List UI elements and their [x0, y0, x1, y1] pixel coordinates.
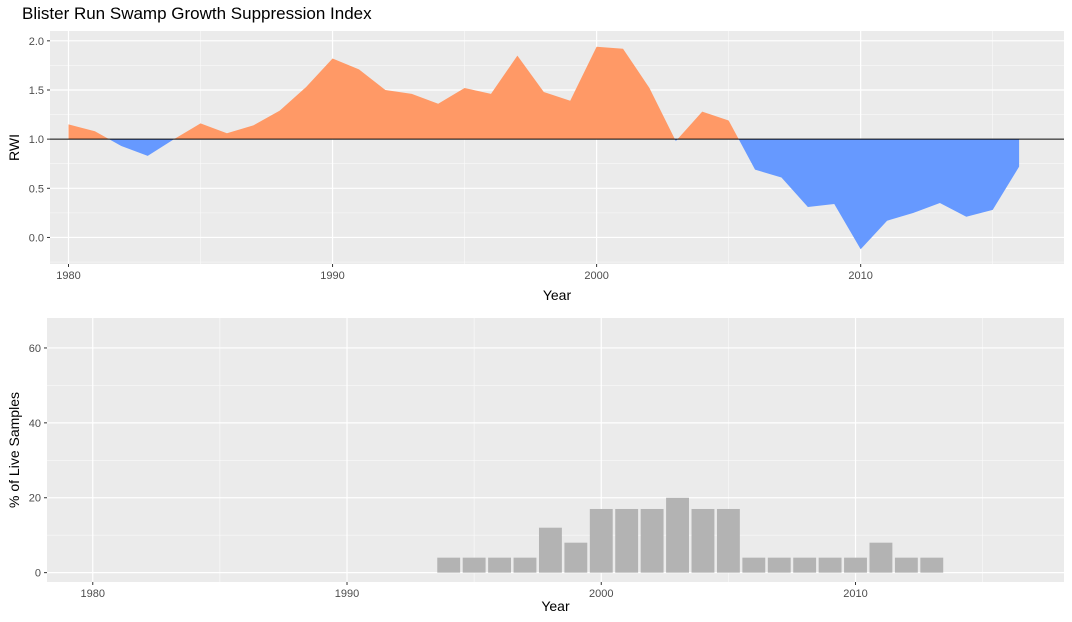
y-tick-label: 40	[29, 418, 41, 430]
bar	[869, 542, 893, 573]
x-tick-label: 2000	[589, 588, 613, 600]
bar	[844, 557, 867, 573]
x-tick-label: 1980	[81, 588, 105, 600]
y-tick-label: 0.0	[29, 232, 44, 244]
bar	[564, 542, 588, 573]
bar	[462, 557, 486, 573]
y-axis-title: % of Live Samples	[6, 392, 22, 508]
bar	[767, 557, 791, 573]
x-tick-label: 1990	[320, 270, 344, 282]
bar	[793, 557, 817, 573]
bar	[437, 557, 461, 573]
x-tick-label: 1980	[56, 270, 80, 282]
x-tick-label: 1990	[335, 588, 359, 600]
bar	[615, 508, 639, 573]
bar	[742, 557, 766, 573]
rwi-panel: 1980 1990 2000 2010 0.0 0.5 1.0 1.5 2.0 Year RWI	[6, 31, 1064, 303]
bar	[538, 527, 562, 573]
x-axis-title: Year	[543, 287, 572, 303]
bar	[589, 508, 613, 573]
rwi-area-above	[677, 111, 739, 140]
x-axis-title: Year	[541, 598, 570, 614]
x-tick-label: 2010	[843, 588, 867, 600]
bar	[666, 497, 689, 573]
rwi-area-above	[174, 46, 675, 140]
bar	[894, 557, 918, 573]
y-tick-label: 1.5	[29, 85, 44, 97]
bar	[691, 508, 715, 573]
y-tick-label: 60	[29, 343, 41, 355]
chart-title: Blister Run Swamp Growth Suppression Ind…	[22, 4, 372, 23]
bar	[716, 508, 740, 573]
bar	[488, 557, 512, 573]
y-axis-title: RWI	[6, 134, 22, 161]
live-samples-panel: 1980 1990 2000 2010 0 20 40 60 Year % of Live Sam…	[6, 318, 1064, 614]
rwi-area-below	[108, 139, 175, 156]
y-tick-label: 2.0	[29, 36, 44, 48]
y-tick-label: 20	[29, 493, 41, 505]
bar	[513, 557, 537, 573]
rwi-area-below	[738, 139, 1020, 250]
x-tick-label: 2010	[848, 270, 872, 282]
x-tick-label: 2000	[584, 270, 608, 282]
y-tick-label: 1.0	[29, 134, 44, 146]
rwi-area-above	[68, 124, 109, 140]
bar	[640, 508, 664, 573]
y-tick-label: 0.5	[29, 183, 44, 195]
bar	[818, 557, 842, 573]
y-tick-label: 0	[35, 568, 41, 580]
bar	[920, 557, 944, 573]
